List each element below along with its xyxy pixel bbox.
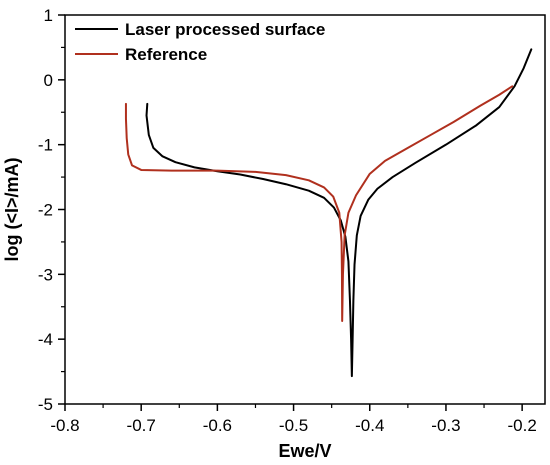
y-axis-title: log (<I>/mA) (2, 157, 22, 261)
x-tick-label: -0.3 (431, 416, 460, 435)
legend-label: Laser processed surface (125, 20, 325, 39)
y-tick-label: -5 (38, 395, 53, 414)
series-line-laser-processed (145, 48, 533, 378)
series-line-reference (124, 85, 514, 323)
y-tick-label: -3 (38, 265, 53, 284)
x-axis-title: Ewe/V (278, 441, 331, 461)
y-tick-label: -2 (38, 201, 53, 220)
axes-layer: -0.8 -0.7 -0.6 -0.5 -0.4 -0.3 -0.2 -5 -4 -3 -2 -1 0 1 (38, 6, 546, 435)
plot-frame (64, 14, 546, 405)
series-layer (124, 48, 533, 378)
y-tick-label: -4 (38, 330, 53, 349)
x-tick-label: -0.8 (50, 416, 79, 435)
legend-label: Reference (125, 45, 207, 64)
x-tick-label: -0.2 (507, 416, 536, 435)
y-tick-label: 0 (44, 71, 53, 90)
x-tick-label: -0.5 (279, 416, 308, 435)
x-tick-label: -0.6 (203, 416, 232, 435)
x-tick-label: -0.4 (355, 416, 384, 435)
y-tick-label: -1 (38, 136, 53, 155)
y-tick-label: 1 (44, 6, 53, 25)
x-tick-label: -0.7 (127, 416, 156, 435)
legend: Laser processed surface Reference (75, 20, 325, 64)
